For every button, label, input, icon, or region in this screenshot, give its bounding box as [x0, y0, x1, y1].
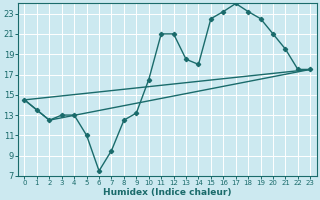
X-axis label: Humidex (Indice chaleur): Humidex (Indice chaleur): [103, 188, 232, 197]
